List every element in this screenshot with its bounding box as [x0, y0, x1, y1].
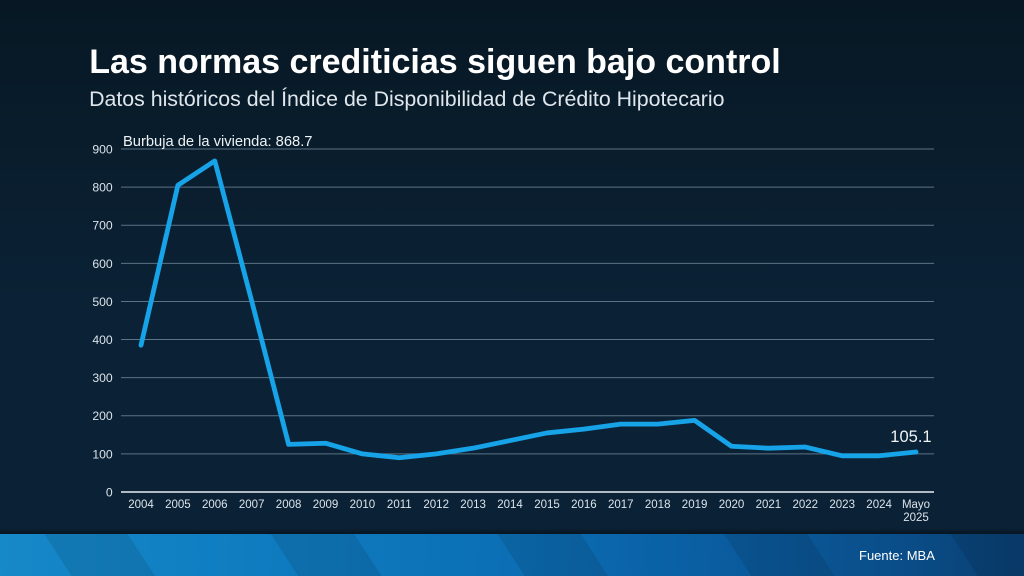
svg-text:300: 300	[92, 371, 113, 385]
svg-text:2022: 2022	[793, 499, 819, 511]
svg-text:2014: 2014	[497, 499, 523, 511]
svg-text:2010: 2010	[350, 499, 376, 511]
svg-text:800: 800	[92, 181, 113, 195]
svg-text:2015: 2015	[534, 499, 560, 511]
svg-text:2023: 2023	[829, 499, 855, 511]
svg-text:2008: 2008	[276, 499, 302, 511]
svg-text:2004: 2004	[128, 499, 154, 511]
svg-text:2021: 2021	[756, 499, 782, 511]
svg-text:0: 0	[106, 485, 113, 499]
svg-text:700: 700	[92, 219, 113, 233]
svg-text:2013: 2013	[460, 499, 486, 511]
svg-text:2011: 2011	[387, 499, 412, 511]
svg-text:2025: 2025	[903, 512, 929, 524]
svg-text:2020: 2020	[719, 499, 745, 511]
svg-text:2007: 2007	[239, 499, 265, 511]
svg-text:2019: 2019	[682, 499, 708, 511]
svg-text:200: 200	[92, 409, 113, 423]
svg-text:Mayo: Mayo	[902, 499, 930, 511]
svg-text:900: 900	[92, 143, 113, 157]
svg-text:2009: 2009	[313, 499, 339, 511]
svg-text:2016: 2016	[571, 499, 597, 511]
svg-text:2024: 2024	[866, 499, 892, 511]
svg-text:2006: 2006	[202, 499, 228, 511]
svg-text:2018: 2018	[645, 499, 671, 511]
svg-text:105.1: 105.1	[890, 428, 931, 446]
svg-text:2017: 2017	[608, 499, 634, 511]
svg-text:100: 100	[92, 447, 113, 461]
svg-text:2005: 2005	[165, 499, 191, 511]
svg-text:400: 400	[92, 333, 113, 347]
svg-text:500: 500	[92, 295, 113, 309]
svg-text:2012: 2012	[423, 499, 449, 511]
svg-text:600: 600	[92, 257, 113, 271]
